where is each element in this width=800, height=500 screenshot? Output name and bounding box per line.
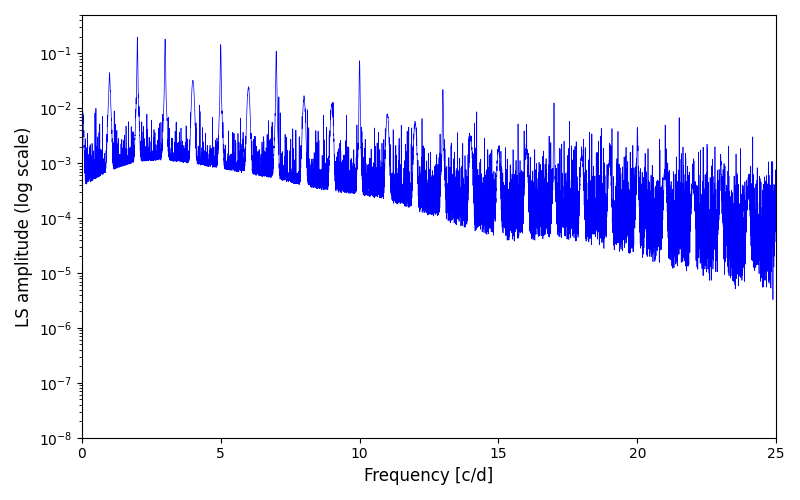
X-axis label: Frequency [c/d]: Frequency [c/d] xyxy=(364,467,494,485)
Y-axis label: LS amplitude (log scale): LS amplitude (log scale) xyxy=(15,126,33,326)
